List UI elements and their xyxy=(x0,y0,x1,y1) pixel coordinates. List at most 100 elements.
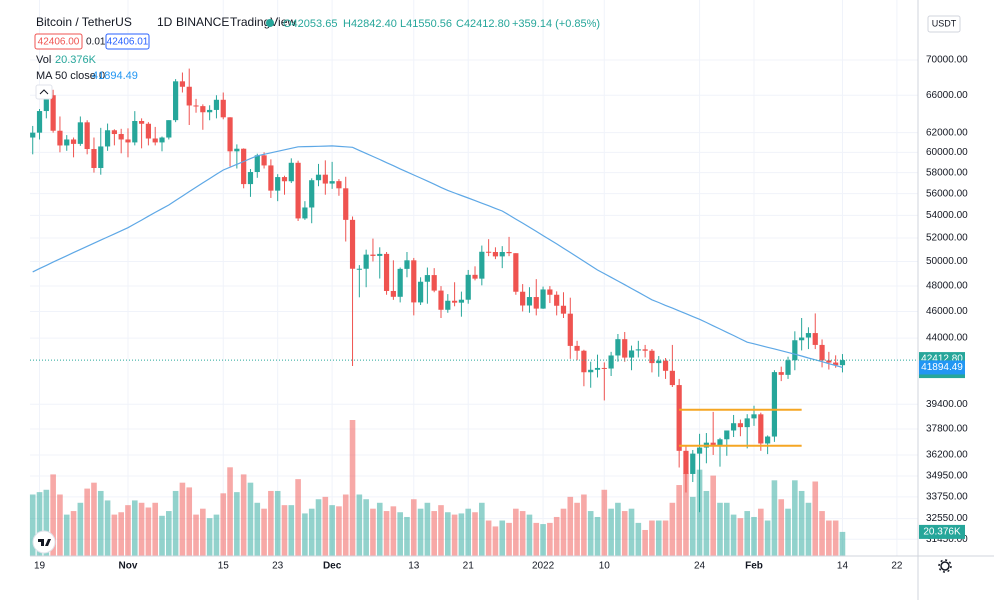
candle-body xyxy=(30,132,36,138)
volume-bar xyxy=(785,508,791,556)
volume-bar xyxy=(308,508,315,556)
tradingview-logo xyxy=(32,530,56,554)
candle-body xyxy=(98,146,104,168)
candle-body xyxy=(343,188,349,220)
candle-body xyxy=(275,177,281,191)
sell-button[interactable] xyxy=(34,33,83,50)
candle-body xyxy=(363,254,369,269)
candle-body xyxy=(601,367,607,369)
volume-bar xyxy=(758,508,764,556)
candle-body xyxy=(77,122,83,144)
candle-body xyxy=(554,294,560,306)
volume-bar xyxy=(642,529,648,556)
volume-bar xyxy=(138,502,145,556)
volume-bar xyxy=(458,513,465,556)
volume-bar xyxy=(574,502,580,556)
collapse-button[interactable] xyxy=(35,84,53,100)
candle-body xyxy=(662,360,669,371)
volume-bar xyxy=(50,474,56,556)
volume-bar xyxy=(445,512,451,556)
candle-body xyxy=(833,362,839,366)
candle-body xyxy=(390,290,396,297)
candle-body xyxy=(200,106,206,113)
candle-body xyxy=(486,251,492,253)
candle-body xyxy=(417,281,424,303)
candle-body xyxy=(438,290,444,310)
volume-bar xyxy=(812,481,819,556)
volume-value-label: 20.376K xyxy=(923,527,961,538)
candle-body xyxy=(179,81,186,87)
candle-body xyxy=(349,219,356,269)
candle-body xyxy=(36,111,43,133)
candle-body xyxy=(839,360,846,366)
volume-bar xyxy=(97,490,104,556)
volume-bar xyxy=(751,516,757,556)
volume-bar xyxy=(145,507,152,556)
x-tick-label: 13 xyxy=(408,561,420,572)
symbol-title: Bitcoin / TetherUS xyxy=(36,15,132,29)
candle-body xyxy=(445,300,451,310)
candle-body xyxy=(751,414,757,419)
gear-teeth xyxy=(938,559,952,573)
candle-body xyxy=(404,260,410,269)
volume-bar xyxy=(683,473,689,556)
candle-body xyxy=(642,349,648,351)
x-tick-label: Dec xyxy=(323,561,342,572)
volume-bar xyxy=(587,511,594,556)
candle-body xyxy=(166,120,172,138)
volume-bar xyxy=(397,512,403,556)
candle-body xyxy=(520,291,526,306)
candle-body xyxy=(737,423,743,428)
candle-body xyxy=(70,139,77,144)
volume-bar xyxy=(281,505,288,556)
volume-bar xyxy=(410,499,417,556)
candle-body xyxy=(159,137,165,143)
candle-body xyxy=(615,339,621,356)
y-tick-label: 60000.00 xyxy=(926,147,968,158)
candle-body xyxy=(315,174,322,181)
candle-body xyxy=(492,252,499,257)
y-tick-label: 54000.00 xyxy=(926,210,968,221)
volume-bar xyxy=(581,494,587,556)
volume-bar xyxy=(723,502,730,556)
volume-bar xyxy=(649,520,655,556)
x-tick-label: 19 xyxy=(34,561,46,572)
candle-body xyxy=(64,139,70,146)
buy-button[interactable] xyxy=(105,33,150,50)
candle-body xyxy=(608,355,614,369)
currency-button[interactable] xyxy=(927,15,961,33)
y-tick-label: 44000.00 xyxy=(926,333,968,344)
volume-bar xyxy=(465,508,472,556)
x-tick-label: 10 xyxy=(599,561,611,572)
ma-value-box xyxy=(919,360,965,375)
candle-body xyxy=(588,369,594,373)
settings-icon[interactable] xyxy=(938,559,952,573)
volume-bar xyxy=(295,479,301,556)
candle-body xyxy=(799,337,805,341)
volume-bar xyxy=(717,502,723,556)
candle-body xyxy=(594,367,601,370)
candle-body xyxy=(138,121,145,124)
y-tick-label: 58000.00 xyxy=(926,167,968,178)
volume-bar xyxy=(274,490,281,556)
candle-body xyxy=(431,275,437,291)
ma-legend-name: MA 50 close 0 xyxy=(36,70,105,82)
volume-bar xyxy=(213,514,220,556)
volume-bar xyxy=(621,511,628,556)
candle-body xyxy=(322,174,328,184)
y-tick-label: 32550.00 xyxy=(926,513,968,524)
x-tick-label: 22 xyxy=(891,561,903,572)
volume-bar xyxy=(29,494,36,556)
candle-body xyxy=(302,207,308,219)
volume-bar xyxy=(349,420,356,556)
volume-bar xyxy=(166,511,172,556)
volume-bar xyxy=(553,516,560,556)
candle-body xyxy=(567,313,573,346)
x-tick-label: Nov xyxy=(119,561,138,572)
volume-bar xyxy=(710,475,716,556)
volume-bar xyxy=(560,508,567,556)
volume-bar xyxy=(451,514,458,556)
candle-body xyxy=(329,181,335,184)
legend-open: O42053.65 xyxy=(283,18,337,30)
volume-bar xyxy=(615,502,621,556)
